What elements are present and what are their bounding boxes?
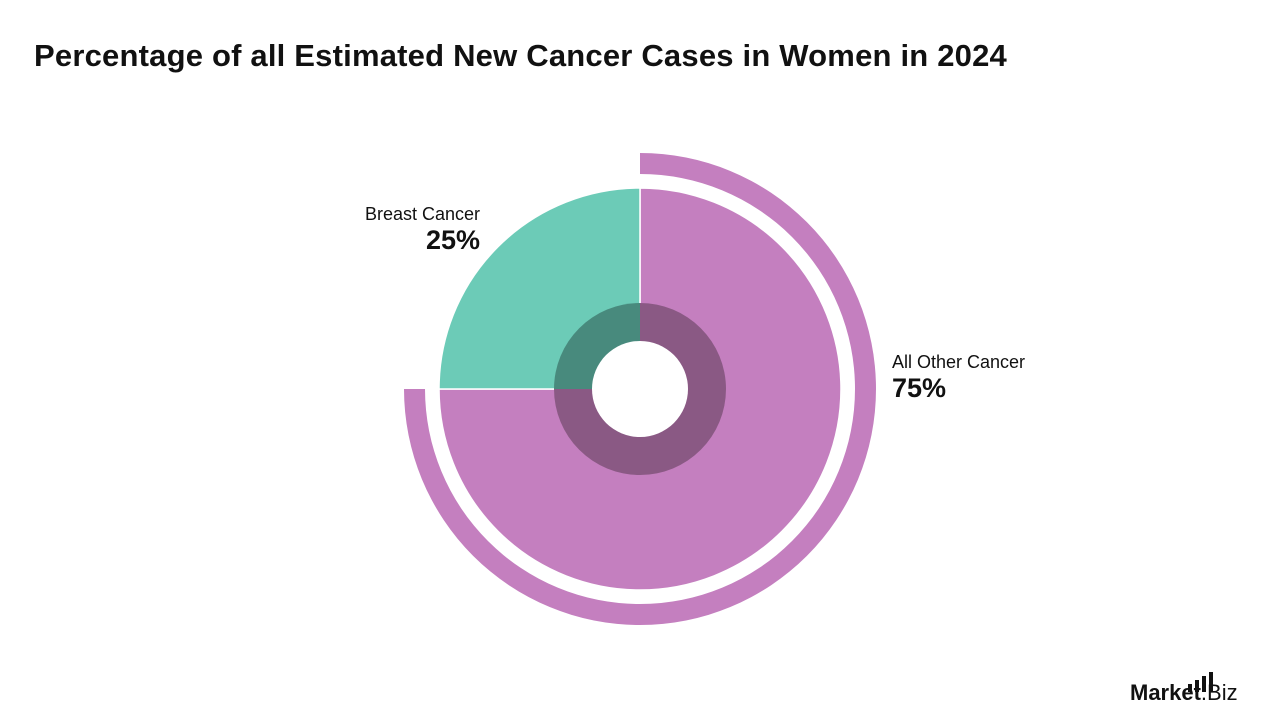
slice-value-all-other-cancer: 75%: [892, 372, 947, 403]
slice-label-breast-cancer: Breast Cancer 25%: [365, 204, 480, 256]
slice-name-breast-cancer: Breast Cancer: [364, 204, 480, 224]
slice-name-all-other-cancer: All Other Cancer: [892, 352, 1026, 372]
marketbiz-logo: Market.Biz: [1130, 668, 1260, 708]
slice-value-breast-cancer: 25%: [425, 224, 480, 255]
donut-center-hole: [592, 341, 688, 437]
chart-title: Percentage of all Estimated New Cancer C…: [34, 38, 1007, 73]
bar-chart-logo-icon: [1188, 672, 1213, 692]
logo-suffix-text: .Biz: [1200, 680, 1238, 705]
slice-label-all-other-cancer: All Other Cancer 75%: [892, 352, 1025, 404]
